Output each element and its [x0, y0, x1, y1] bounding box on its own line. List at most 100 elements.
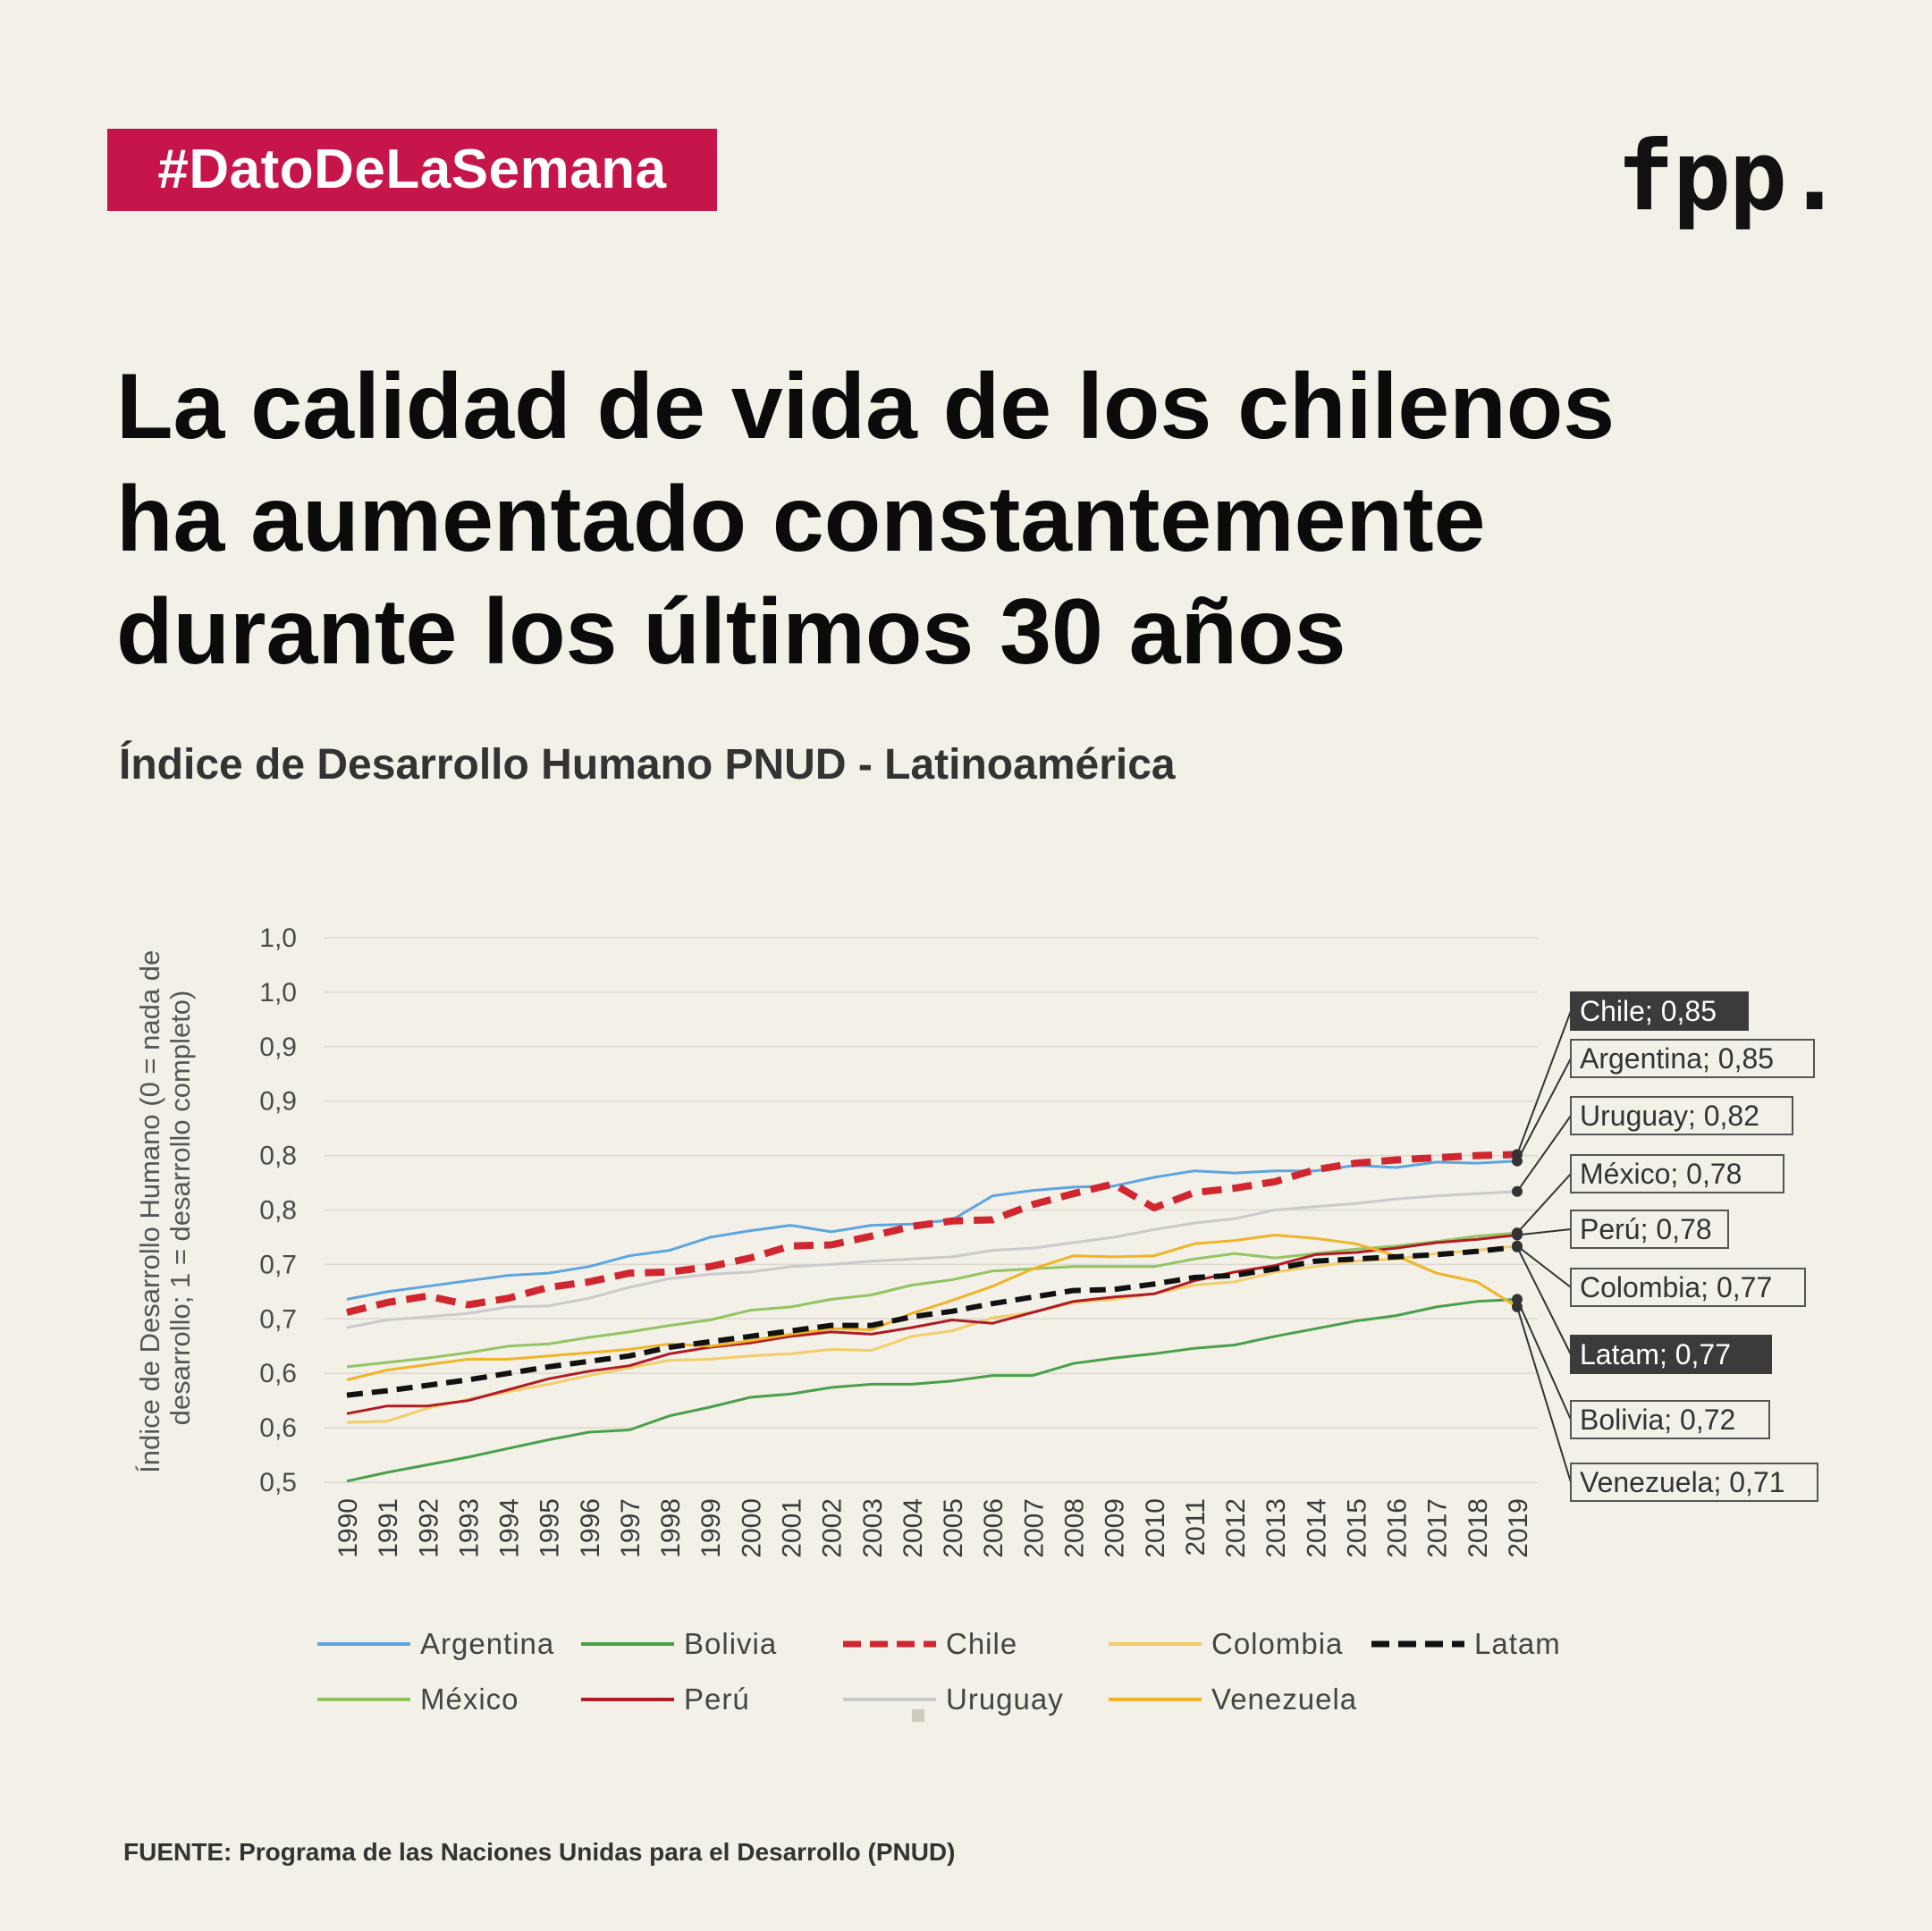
series-line-venezuela — [346, 1234, 1518, 1381]
x-tick-label-2011: 2011 — [1181, 1498, 1211, 1556]
callout-dot-latam — [1512, 1241, 1523, 1252]
callout-box-colombia — [1570, 1268, 1806, 1307]
y-tick-label-7: 0,9 — [259, 1087, 297, 1117]
x-tick-label-2012: 2012 — [1221, 1498, 1251, 1558]
x-tick-label-1997: 1997 — [616, 1498, 645, 1558]
x-tick-label-2002: 2002 — [818, 1498, 848, 1558]
series-line-peru — [346, 1234, 1518, 1415]
x-tick-label-2017: 2017 — [1423, 1498, 1453, 1558]
x-tick-label-2006: 2006 — [979, 1498, 1008, 1558]
x-tick-label-1990: 1990 — [333, 1498, 363, 1558]
legend-label-uruguay: Uruguay — [946, 1682, 1064, 1716]
x-tick-label-1993: 1993 — [454, 1498, 484, 1558]
x-tick-label-1992: 1992 — [414, 1498, 443, 1558]
series-line-chile — [346, 1151, 1518, 1316]
callout-box-mexico — [1570, 1154, 1784, 1193]
x-tick-label-2001: 2001 — [778, 1498, 807, 1558]
legend-label-argentina: Argentina — [420, 1627, 554, 1660]
callout-box-latam — [1570, 1335, 1772, 1374]
x-tick-label-2018: 2018 — [1464, 1498, 1493, 1558]
x-tick-label-2005: 2005 — [939, 1498, 968, 1558]
callout-leader-uruguay — [1516, 1115, 1572, 1193]
callout-label-uruguay: Uruguay; 0,82 — [1580, 1100, 1759, 1132]
callout-dot-venezuela — [1512, 1301, 1523, 1312]
callout-box-argentina — [1570, 1039, 1815, 1078]
chart-series — [346, 1151, 1518, 1483]
x-tick-label-2019: 2019 — [1504, 1498, 1533, 1558]
headline-line-2: ha aumentado constantemente — [116, 468, 1486, 571]
callout-dot-peru — [1512, 1229, 1523, 1241]
y-tick-label-10: 1,0 — [259, 923, 297, 953]
legend-label-mexico: México — [420, 1682, 519, 1716]
callout-box-bolivia — [1570, 1400, 1770, 1439]
y-tick-label-1: 0,6 — [259, 1413, 297, 1443]
x-tick-label-2015: 2015 — [1342, 1498, 1371, 1558]
x-tick-label-2010: 2010 — [1141, 1498, 1170, 1558]
callout-leader-venezuela — [1516, 1306, 1572, 1483]
x-tick-label-2016: 2016 — [1383, 1498, 1413, 1558]
x-tick-label-1996: 1996 — [576, 1498, 605, 1558]
x-tick-label-1994: 1994 — [495, 1498, 525, 1558]
callout-label-chile: Chile; 0,85 — [1580, 995, 1717, 1027]
legend-label-colombia: Colombia — [1211, 1627, 1343, 1660]
y-tick-label-9: 1,0 — [259, 978, 297, 1008]
y-tick-label-3: 0,7 — [259, 1304, 297, 1334]
callout-leader-peru — [1516, 1228, 1572, 1236]
callout-label-argentina: Argentina; 0,85 — [1580, 1042, 1774, 1075]
y-tick-label-0: 0,5 — [259, 1468, 297, 1497]
series-line-mexico — [346, 1231, 1518, 1369]
callout-dot-bolivia — [1512, 1294, 1523, 1305]
x-tick-label-2004: 2004 — [899, 1498, 928, 1558]
callout-box-uruguay — [1570, 1096, 1793, 1135]
chart-legend: Argentina Bolivia Chile Colombia Latam México… — [317, 1627, 1561, 1716]
y-axis-label-line-1: Índice de Desarrollo Humano (0 = nada de — [134, 950, 165, 1473]
x-tick-label-2013: 2013 — [1261, 1498, 1291, 1558]
hdi-line-chart: 0,5 0,6 0,6 0,7 0,7 0,8 0,8 0,9 0,9 1,0 1,0 Índice… — [134, 923, 1818, 1716]
y-tick-label-8: 0,9 — [259, 1033, 297, 1062]
x-tick-label-2009: 2009 — [1101, 1498, 1130, 1558]
x-tick-label-1995: 1995 — [536, 1498, 565, 1558]
x-tick-label-1991: 1991 — [374, 1498, 403, 1558]
legend-label-latam: Latam — [1474, 1627, 1561, 1660]
callout-leader-chile — [1516, 1010, 1572, 1155]
series-line-argentina — [346, 1159, 1518, 1301]
x-tick-label-1998: 1998 — [656, 1498, 686, 1558]
series-line-latam — [346, 1244, 1518, 1398]
callout-dot-argentina — [1512, 1155, 1523, 1167]
chart-subtitle: Índice de Desarrollo Humano PNUD - Latin… — [119, 741, 1176, 788]
x-axis-ticks: 1990 1991 1992 1993 1994 1995 1996 1997 1998 1999… — [333, 1498, 1533, 1558]
callout-label-peru: Perú; 0,78 — [1580, 1213, 1712, 1245]
headline-line-1: La calidad de vida de los chilenos — [116, 355, 1616, 459]
x-tick-label-2008: 2008 — [1059, 1498, 1089, 1558]
callout-box-chile — [1570, 991, 1749, 1031]
legend-marker-square — [912, 1709, 924, 1722]
x-tick-label-2014: 2014 — [1302, 1498, 1331, 1558]
callout-leader-mexico — [1516, 1173, 1572, 1234]
series-line-bolivia — [346, 1297, 1518, 1483]
x-tick-label-2000: 2000 — [737, 1498, 766, 1558]
callout-dot-uruguay — [1512, 1185, 1523, 1197]
callout-leader-bolivia — [1516, 1298, 1572, 1421]
headline: La calidad de vida de los chilenos ha au… — [116, 350, 1869, 688]
x-tick-label-2003: 2003 — [858, 1498, 888, 1558]
callout-box-peru — [1570, 1210, 1729, 1249]
series-line-uruguay — [346, 1190, 1518, 1329]
series-line-colombia — [346, 1244, 1518, 1424]
y-axis-label: Índice de Desarrollo Humano (0 = nada de… — [134, 942, 196, 1473]
callout-leader-argentina — [1516, 1058, 1572, 1162]
callout-leader-colombia — [1516, 1244, 1572, 1288]
y-axis-ticks: 0,5 0,6 0,6 0,7 0,7 0,8 0,8 0,9 0,9 1,0 1,0 — [259, 923, 297, 1497]
callout-leader-latam — [1516, 1246, 1572, 1355]
callout-box-venezuela — [1570, 1463, 1818, 1502]
x-tick-label-2007: 2007 — [1019, 1498, 1049, 1558]
y-tick-label-4: 0,7 — [259, 1250, 297, 1279]
callout-label-colombia: Colombia; 0,77 — [1580, 1271, 1772, 1303]
y-tick-label-5: 0,8 — [259, 1196, 297, 1226]
y-tick-label-6: 0,8 — [259, 1142, 297, 1171]
legend-label-chile: Chile — [946, 1627, 1017, 1660]
callout-label-latam: Latam; 0,77 — [1580, 1338, 1731, 1370]
y-axis-label-line-2: desarrollo; 1 = desarrollo completo) — [165, 991, 196, 1426]
chart-gridlines — [324, 937, 1538, 1483]
hashtag-badge: #DatoDeLaSemana — [107, 129, 717, 211]
y-tick-label-2: 0,6 — [259, 1359, 297, 1388]
